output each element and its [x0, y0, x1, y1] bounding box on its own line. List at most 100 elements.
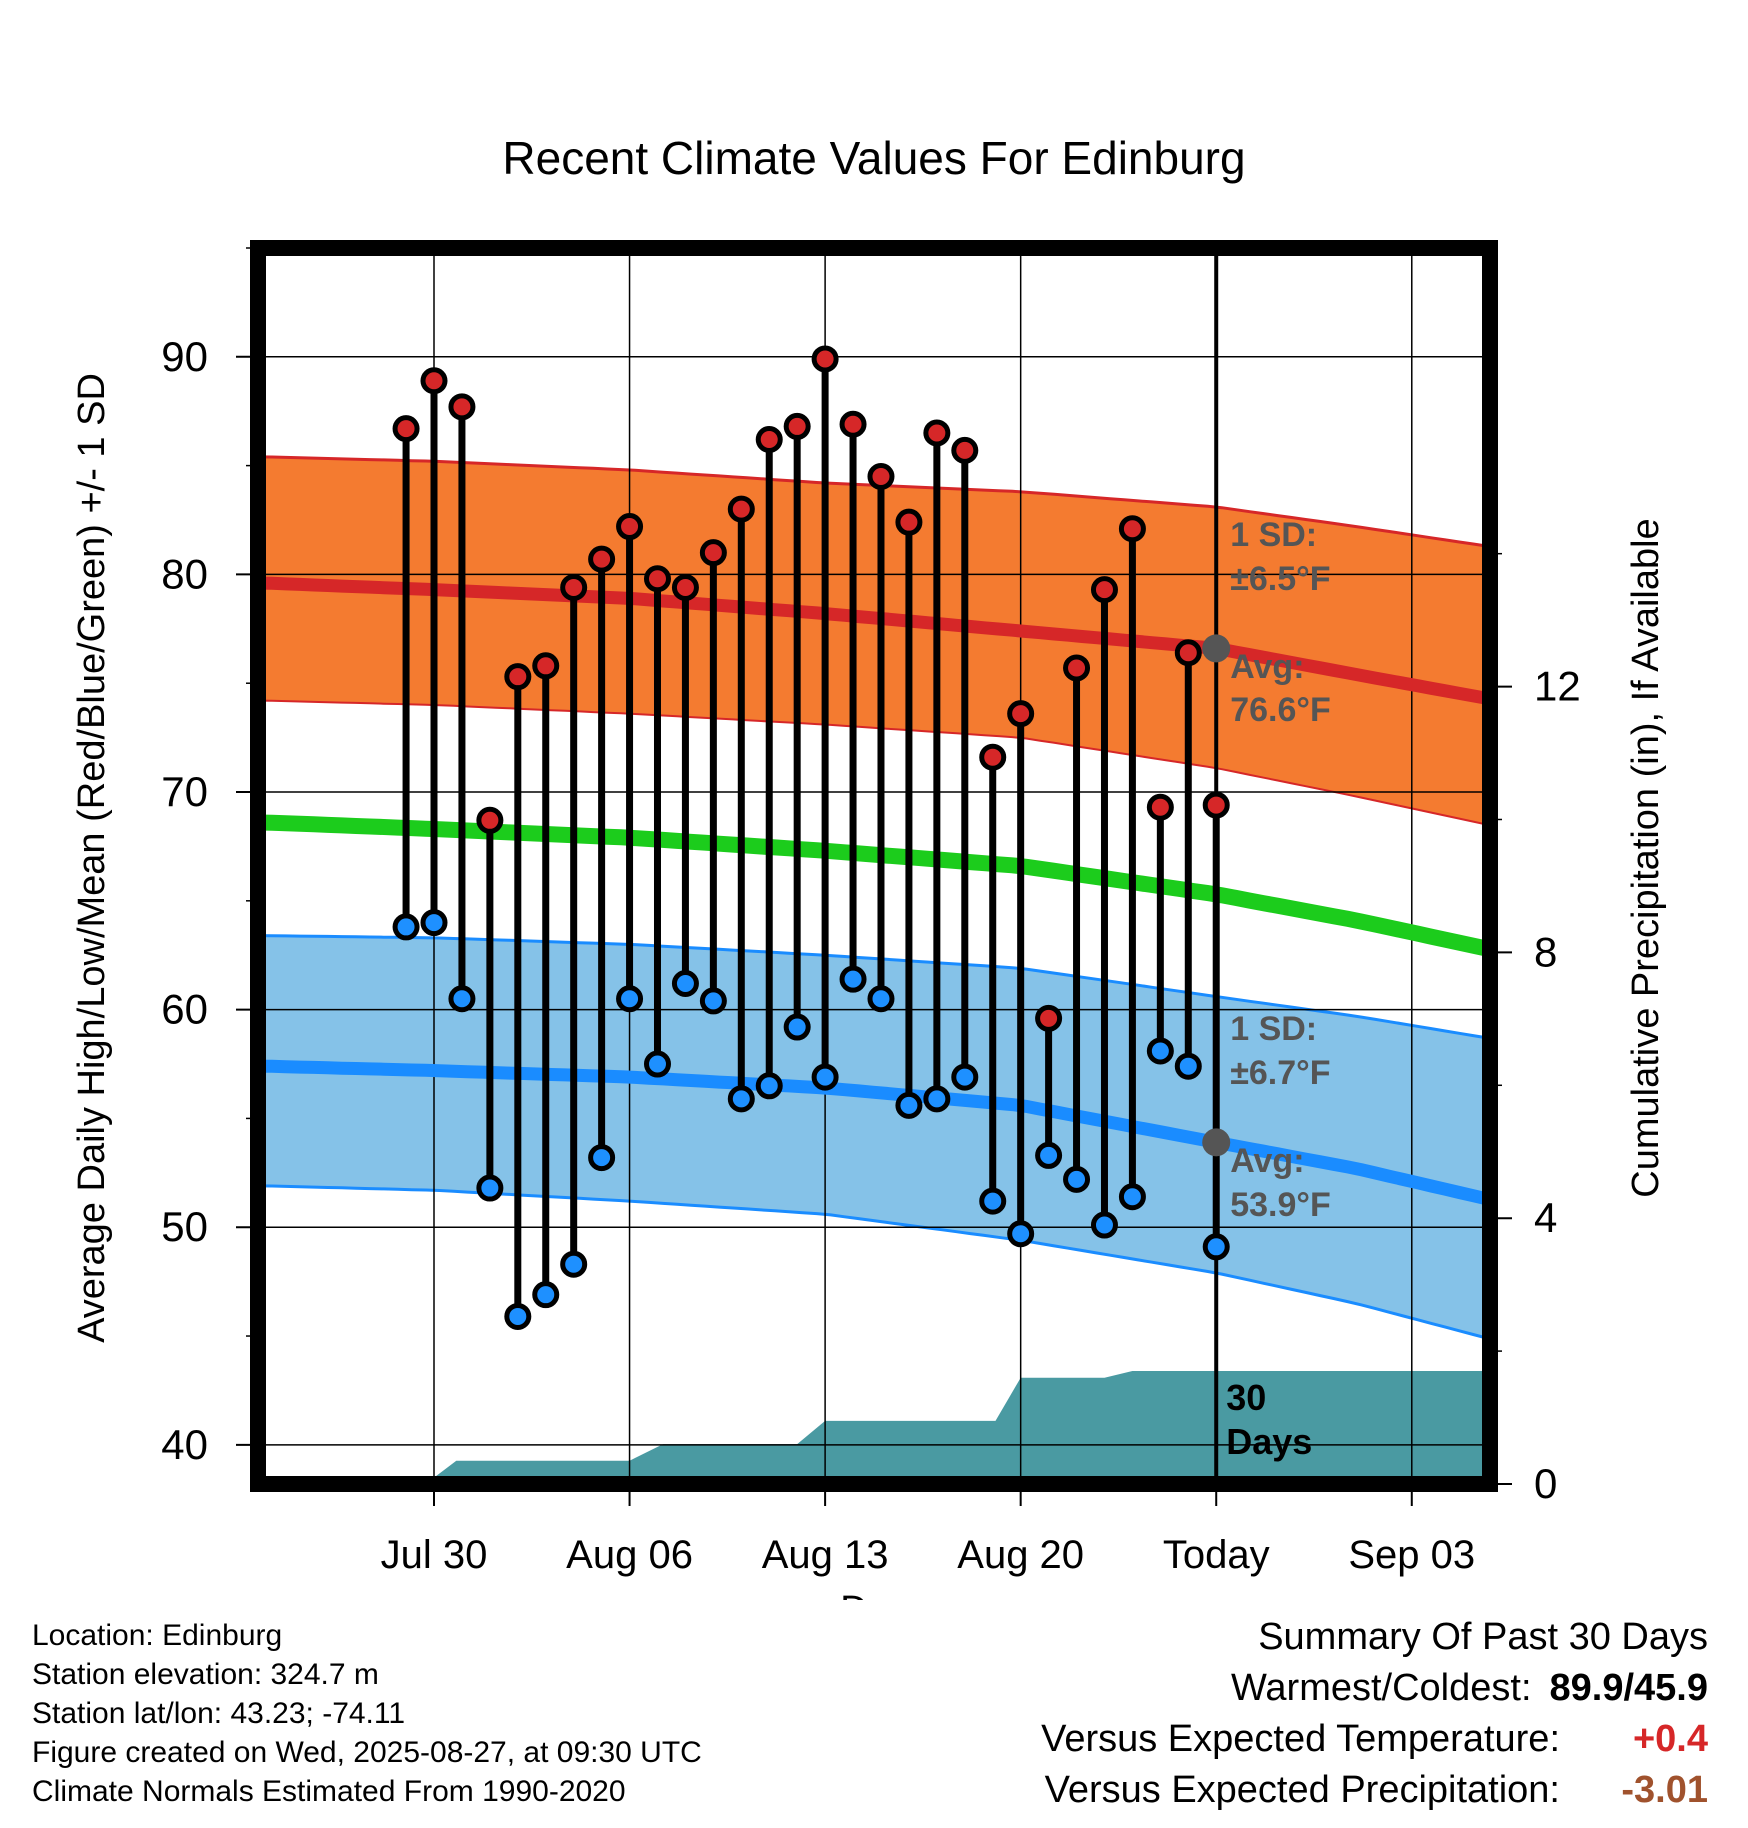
temp-value: +0.4 [1632, 1718, 1708, 1760]
low-point [1202, 1233, 1230, 1261]
low-sd-value: ±6.7°F [1230, 1054, 1330, 1092]
high-point [895, 508, 923, 536]
low-avg-value: 53.9°F [1230, 1186, 1331, 1224]
low-point [392, 913, 420, 941]
high-point [839, 410, 867, 438]
high-point [699, 539, 727, 567]
high-point [560, 573, 588, 601]
high-point [1118, 515, 1146, 543]
low-point [727, 1085, 755, 1113]
summary-precip-row: Versus Expected Precipitation: -3.01 [888, 1765, 1708, 1816]
x-tick-label: Sep 03 [1348, 1533, 1475, 1577]
x-tick-label: Today [1163, 1533, 1270, 1577]
high-point [448, 393, 476, 421]
high-point [671, 573, 699, 601]
low-sd-label: 1 SD: [1230, 1010, 1317, 1048]
x-axis-label: Day [840, 1589, 908, 1600]
high-point [1007, 700, 1035, 728]
high-point [504, 663, 532, 691]
precip-area [425, 1371, 1490, 1484]
low-point [476, 1174, 504, 1202]
low-point [923, 1085, 951, 1113]
normals-text: Climate Normals Estimated From 1990-2020 [32, 1775, 626, 1808]
low-point [1007, 1220, 1035, 1248]
low-point [699, 987, 727, 1015]
low-point [504, 1302, 532, 1330]
summary-temp-row: Versus Expected Temperature: +0.4 [888, 1714, 1708, 1765]
high-point [727, 495, 755, 523]
low-point [811, 1063, 839, 1091]
low-point [1063, 1165, 1091, 1193]
y2-tick-label: 8 [1534, 928, 1557, 975]
y-tick-label: 50 [161, 1203, 208, 1250]
location-text: Location: Edinburg [32, 1619, 283, 1652]
low-point [1174, 1052, 1202, 1080]
low-point [1035, 1141, 1063, 1169]
precip-value: -3.01 [1621, 1769, 1708, 1811]
summary-title: Summary Of Past 30 Days [1258, 1616, 1708, 1658]
climate-chart: Recent Climate Values For Edinburg 1 SD:… [71, 132, 1667, 1600]
low-point [783, 1013, 811, 1041]
high-point [1035, 1004, 1063, 1032]
x-tick-label: Aug 13 [762, 1533, 889, 1577]
low-point [895, 1091, 923, 1119]
high-point [532, 652, 560, 680]
high-point [1174, 639, 1202, 667]
warmest-value: 89.9/45.9 [1549, 1667, 1708, 1709]
temp-label: Versus Expected Temperature: [1041, 1718, 1560, 1760]
station-info: Location: Edinburg Station elevation: 32… [32, 1616, 702, 1811]
low-point [588, 1144, 616, 1172]
low-point [867, 985, 895, 1013]
low-point [951, 1063, 979, 1091]
high-point [923, 419, 951, 447]
low-point [1146, 1037, 1174, 1065]
x-tick-label: Aug 06 [566, 1533, 693, 1577]
x-tick-label: Aug 20 [957, 1533, 1084, 1577]
y2-axis-label: Cumulative Precipitation (in), If Availa… [1625, 518, 1667, 1197]
high-point [643, 565, 671, 593]
summary-panel: Summary Of Past 30 Days Warmest/Coldest:… [888, 1612, 1708, 1816]
low-avg-line [258, 1059, 1489, 1206]
plot-frame [250, 240, 1498, 1492]
period-label-unit: Days [1226, 1421, 1312, 1462]
high-point [755, 425, 783, 453]
high-point [1090, 576, 1118, 604]
high-point [979, 743, 1007, 771]
y-tick-label: 80 [161, 550, 208, 597]
high-point [783, 412, 811, 440]
chart-title: Recent Climate Values For Edinburg [502, 132, 1245, 184]
low-point [560, 1250, 588, 1278]
low-sd-band [258, 935, 1488, 1339]
y-tick-label: 60 [161, 986, 208, 1033]
low-point [1090, 1211, 1118, 1239]
y-tick-label: 40 [161, 1421, 208, 1468]
y2-tick-label: 12 [1534, 663, 1581, 710]
low-lower-edge [258, 1184, 1488, 1340]
high-sd-label: 1 SD: [1230, 516, 1317, 554]
high-sd-value: ±6.5°F [1230, 560, 1330, 598]
high-point [1063, 654, 1091, 682]
low-point [839, 965, 867, 993]
high-point [951, 436, 979, 464]
summary-warmest-row: Warmest/Coldest: 89.9/45.9 [888, 1663, 1708, 1714]
high-avg-value: 76.6°F [1230, 691, 1331, 729]
period-label-number: 30 [1226, 1377, 1266, 1418]
high-point [1146, 793, 1174, 821]
low-avg-label: Avg: [1230, 1142, 1304, 1180]
low-point [420, 909, 448, 937]
latlon-text: Station lat/lon: 43.23; -74.11 [32, 1697, 406, 1730]
high-point [616, 513, 644, 541]
low-point [1118, 1183, 1146, 1211]
low-point [979, 1187, 1007, 1215]
low-point [671, 970, 699, 998]
y-tick-label: 90 [161, 333, 208, 380]
y2-tick-label: 0 [1534, 1460, 1557, 1507]
high-point [420, 367, 448, 395]
y-axis-label: Average Daily High/Low/Mean (Red/Blue/Gr… [71, 373, 113, 1343]
precip-label: Versus Expected Precipitation: [1044, 1769, 1560, 1811]
low-point [532, 1281, 560, 1309]
x-tick-label: Jul 30 [381, 1533, 488, 1577]
low-point [448, 985, 476, 1013]
high-point [588, 545, 616, 573]
elevation-text: Station elevation: 324.7 m [32, 1658, 379, 1691]
